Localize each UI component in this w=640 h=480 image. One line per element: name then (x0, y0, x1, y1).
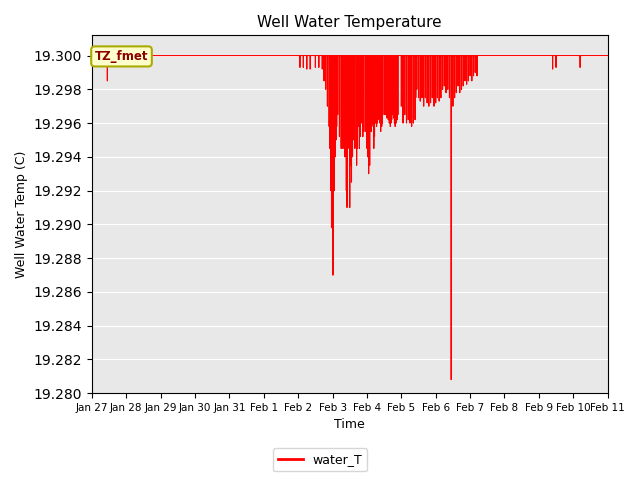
Legend: water_T: water_T (273, 448, 367, 471)
Y-axis label: Well Water Temp (C): Well Water Temp (C) (15, 151, 28, 278)
Title: Well Water Temperature: Well Water Temperature (257, 15, 442, 30)
Text: TZ_fmet: TZ_fmet (95, 50, 148, 63)
X-axis label: Time: Time (334, 419, 365, 432)
